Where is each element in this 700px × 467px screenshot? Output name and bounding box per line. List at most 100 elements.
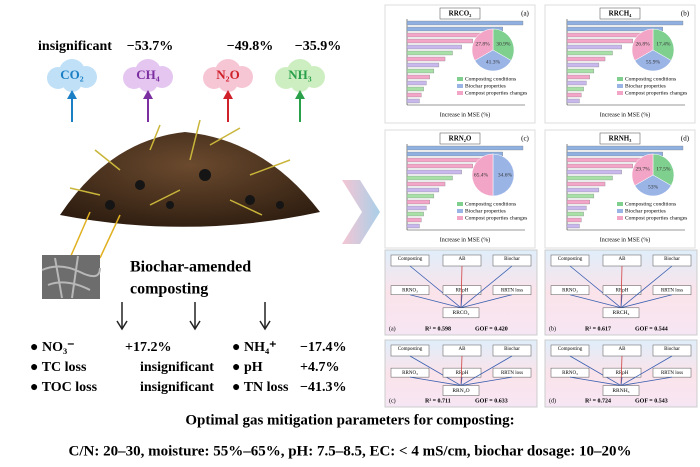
gas-label: N₂O <box>216 67 239 82</box>
result-value: +4.7% <box>300 360 339 375</box>
importance-bar <box>566 175 613 181</box>
result-item: ● TC loss <box>30 360 87 375</box>
pie-label: 17.4% <box>656 41 671 47</box>
importance-bar <box>566 217 582 223</box>
result-value: insignificant <box>140 360 214 375</box>
gas-cloud <box>123 59 173 92</box>
sem-target: RRCH₄ <box>613 310 630 316</box>
legend-swatch <box>457 84 463 88</box>
importance-bar <box>566 151 663 157</box>
sem-path <box>620 265 673 309</box>
pie-label: 17.5% <box>656 166 671 172</box>
gas-cloud <box>47 59 97 92</box>
down-arrow-head <box>189 320 201 331</box>
axis-label: Increase in MSE (%) <box>600 236 650 243</box>
importance-bar <box>406 80 427 86</box>
sem-box-label: Biochar <box>504 257 520 262</box>
legend-swatch <box>457 209 463 213</box>
importance-bar <box>406 223 420 229</box>
sem-box-label: Biochar <box>504 347 520 352</box>
importance-bar <box>566 205 587 211</box>
importance-bar <box>566 98 580 104</box>
sem-letter: (a) <box>389 325 396 332</box>
panel-title: RRCO₂ <box>449 10 472 18</box>
legend-swatch <box>617 91 623 95</box>
sem-path <box>460 376 513 386</box>
compost-pile <box>60 119 320 259</box>
legend-label: Compost properties changes <box>625 215 687 221</box>
legend-label: Composting conditions <box>465 76 516 82</box>
sem-path <box>569 355 622 386</box>
sem-path <box>460 377 463 386</box>
importance-bar <box>566 211 584 217</box>
importance-bar <box>566 145 684 151</box>
sem-box-label: RRTN loss <box>661 371 683 376</box>
legend-label: Biochar properties <box>465 208 506 214</box>
sem-path <box>409 294 462 309</box>
result-value: −17.4% <box>300 340 346 355</box>
sem-target-box <box>602 385 640 396</box>
pie-label: 65.4% <box>474 172 489 178</box>
sem-target: RRCO₂ <box>453 310 470 316</box>
panel-title-box <box>439 132 481 145</box>
importance-bar <box>406 151 503 157</box>
legend-swatch <box>617 202 623 206</box>
importance-bar <box>566 26 663 32</box>
legend-label: Biochar properties <box>625 208 666 214</box>
sem-box-label: AB <box>459 257 467 262</box>
importance-bar <box>566 181 606 187</box>
gas-label: CO₂ <box>60 67 84 82</box>
sem-box <box>492 254 532 267</box>
pie-slice <box>471 28 494 61</box>
result-item: ● NH₄⁺ <box>232 340 277 355</box>
sem-target-box <box>442 385 480 396</box>
pie-label: 27.8% <box>475 41 490 47</box>
importance-bar <box>406 26 503 32</box>
effect-value: −49.8% <box>227 39 273 54</box>
sem-box-label: RRpH <box>616 371 629 376</box>
importance-bar <box>406 145 524 151</box>
sem-gof: GOF = 0.544 <box>635 326 668 332</box>
panel-letter: (c) <box>521 135 529 143</box>
sem-box-label: Biochar <box>664 347 680 352</box>
importance-bar <box>566 163 633 169</box>
legend-swatch <box>617 209 623 213</box>
importance-bar <box>566 86 584 92</box>
pie-label: 34.6% <box>498 172 513 178</box>
cloud-puff <box>218 72 238 92</box>
result-value: +17.2% <box>125 340 171 355</box>
sem-path <box>460 355 463 386</box>
arrow-head <box>223 90 233 99</box>
gas-cloud <box>275 59 325 92</box>
gas-cloud <box>203 59 253 92</box>
importance-bar <box>406 86 424 92</box>
sem-gof: GOF = 0.633 <box>475 398 508 404</box>
importance-bar <box>406 20 524 26</box>
result-value: −41.3% <box>300 380 346 395</box>
gas-label: NH₃ <box>288 67 312 82</box>
sem-box-label: RRTN loss <box>661 288 683 293</box>
result-value: insignificant <box>140 380 214 395</box>
cloud-puff <box>290 72 310 92</box>
process-label: composting <box>130 281 208 298</box>
sem-path <box>620 294 623 308</box>
importance-bar <box>406 199 430 205</box>
importance-bar <box>406 193 435 199</box>
panel-title-box <box>439 7 481 20</box>
importance-bar <box>406 163 473 169</box>
arrow-head <box>67 90 77 99</box>
sem-r2: R² = 0.617 <box>585 326 611 332</box>
importance-bar <box>566 169 622 175</box>
legend-swatch <box>617 77 623 81</box>
sem-box-label: RRNO₃ <box>402 288 418 293</box>
sem-box-label: RRTN loss <box>501 288 523 293</box>
legend-label: Compost properties changes <box>625 90 687 96</box>
sem-box-label: RRNO₃ <box>402 371 418 376</box>
effect-value: insignificant <box>38 39 112 54</box>
importance-bar <box>566 80 587 86</box>
axis-label: Increase in MSE (%) <box>440 111 490 118</box>
importance-bar <box>406 211 424 217</box>
pie-label: 26.8% <box>635 41 650 47</box>
legend-swatch <box>457 77 463 81</box>
importance-bar <box>566 50 613 56</box>
